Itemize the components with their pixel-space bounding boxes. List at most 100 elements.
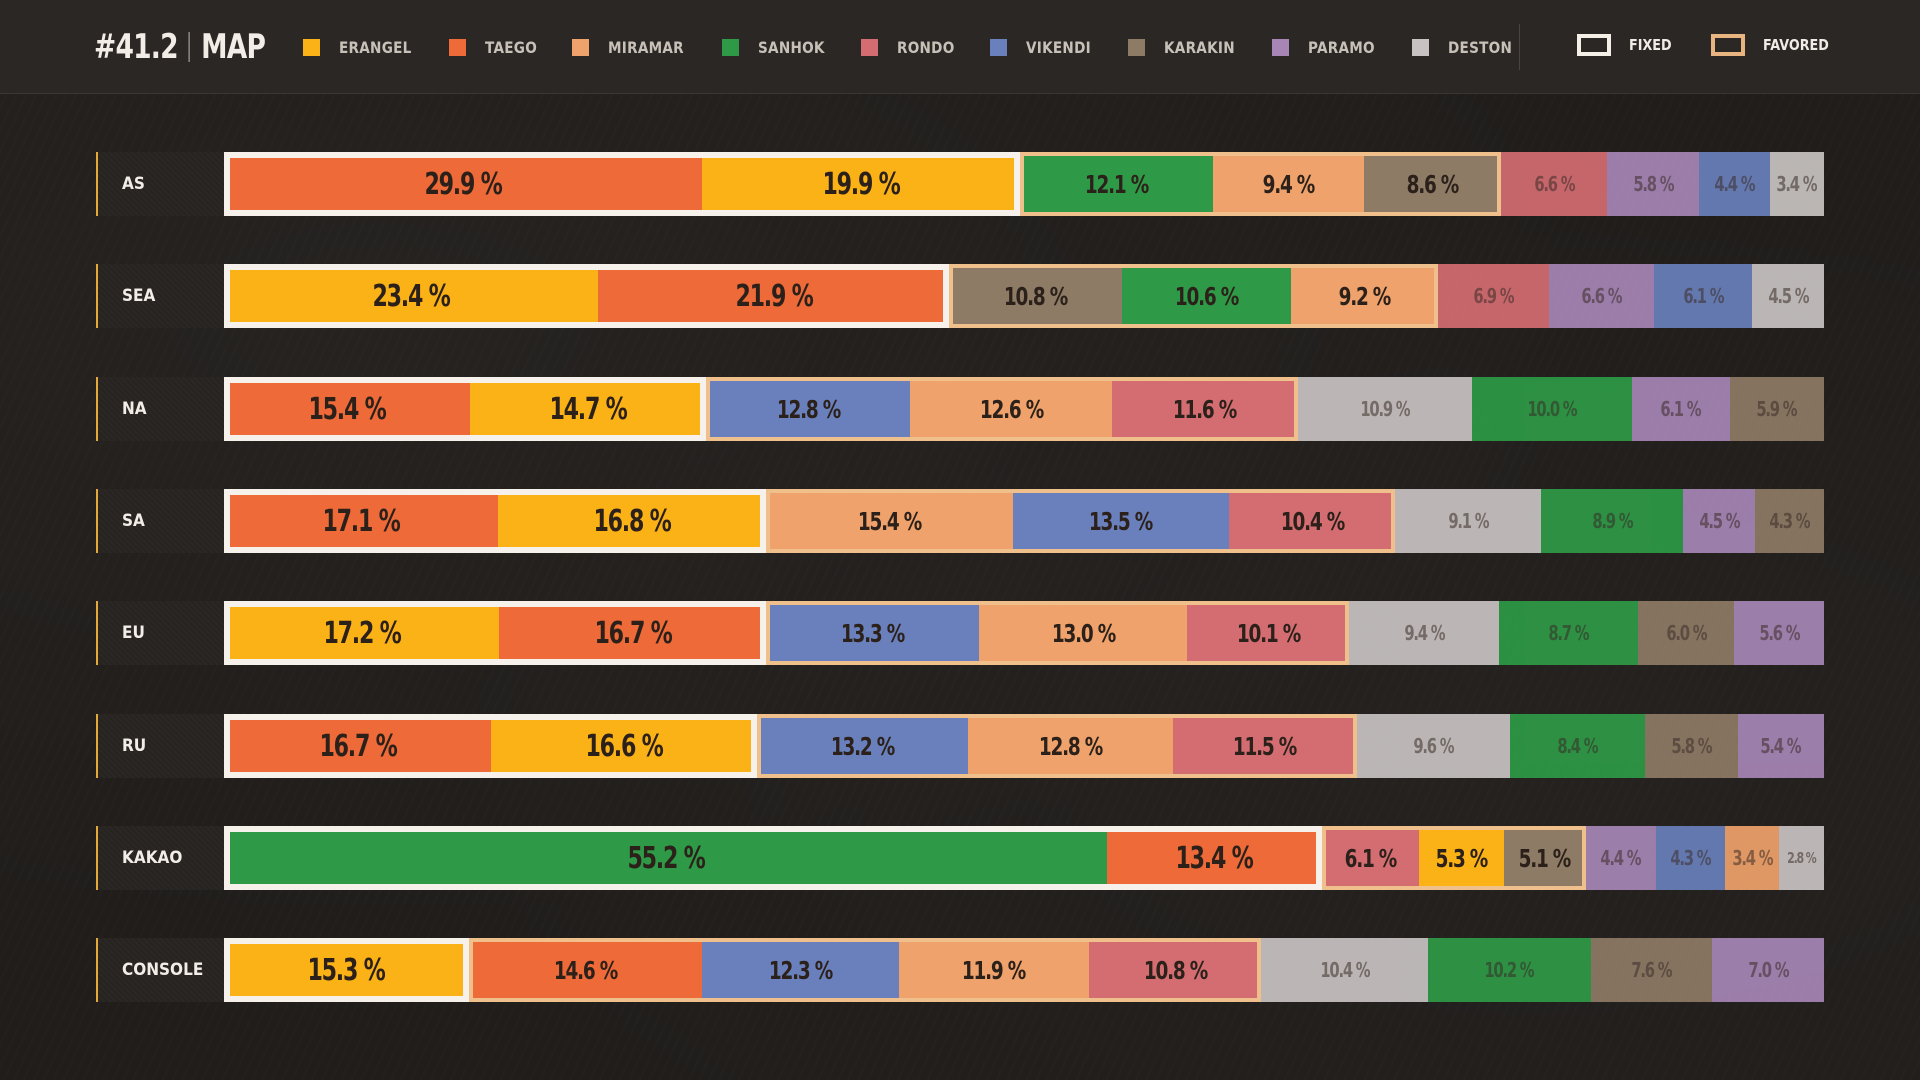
segment-value-label: 5.8 % (1671, 734, 1712, 758)
bar-segment-sa-erangel: 16.8 % (497, 489, 767, 553)
bar-segment-eu-paramo: 5.6 % (1734, 601, 1824, 665)
legend-swatch-deston (1411, 38, 1429, 56)
segment-value-label: 8.6 % (1406, 169, 1460, 199)
bar-segment-eu-rondo: 10.1 % (1187, 601, 1349, 665)
bar-segment-console-rondo: 10.8 % (1088, 938, 1262, 1002)
legend-label-paramo: PARAMO (1307, 37, 1375, 57)
bar-segment-ru-erangel: 16.6 % (491, 714, 757, 778)
legend-swatch-miramar (571, 38, 589, 56)
bar-segment-sa-vikendi: 13.5 % (1012, 489, 1229, 553)
segment-value-label: 13.5 % (1089, 506, 1153, 536)
segment-value-label: 13.0 % (1051, 618, 1116, 648)
bar-segment-eu-sanhok: 8.7 % (1499, 601, 1639, 665)
region-label-sea: SEA (96, 264, 224, 328)
segment-value-label: 14.6 % (553, 955, 618, 985)
favored-key-swatch (1711, 34, 1745, 56)
region-label-text: KAKAO (122, 848, 183, 868)
segment-value-label: 5.8 % (1633, 172, 1674, 196)
title-word: MAP (201, 27, 266, 67)
bar-segment-console-sanhok: 10.2 % (1427, 938, 1591, 1002)
region-label-text: CONSOLE (122, 960, 204, 980)
legend-swatch-rondo (861, 38, 879, 56)
legend-swatch-karakin (1127, 38, 1145, 56)
legend-swatch-erangel (303, 38, 320, 56)
segment-value-label: 16.8 % (593, 503, 671, 539)
segment-value-label: 5.6 % (1759, 621, 1800, 645)
region-label-text: SEA (122, 286, 156, 306)
bar-segment-as-karakin: 8.6 % (1363, 152, 1502, 216)
legend-item-paramo: PARAMO (1271, 37, 1387, 57)
segment-value-label: 7.0 % (1748, 958, 1789, 982)
bar-segment-kakao-deston: 2.8 % (1779, 826, 1824, 890)
bar-segment-kakao-rondo: 6.1 % (1321, 826, 1420, 890)
segment-value-label: 11.6 % (1173, 394, 1237, 424)
bar-segment-as-taego: 29.9 % (224, 152, 702, 216)
segment-value-label: 8.4 % (1557, 734, 1599, 758)
bar-segment-sa-paramo: 4.5 % (1683, 489, 1756, 553)
segment-value-label: 9.4 % (1404, 621, 1445, 645)
bar-segment-as-miramar: 9.4 % (1213, 152, 1364, 216)
bar-segment-as-deston: 3.4 % (1769, 152, 1824, 216)
segment-value-label: 7.6 % (1631, 958, 1672, 982)
bar-segment-kakao-paramo: 4.4 % (1585, 826, 1656, 890)
legend-label-rondo: RONDO (897, 37, 955, 57)
bar-segment-sa-rondo: 10.4 % (1228, 489, 1396, 553)
legend-item-karakin: KARAKIN (1127, 38, 1247, 57)
bar-segment-kakao-erangel: 5.3 % (1419, 826, 1504, 890)
segment-value-label: 10.4 % (1319, 958, 1370, 982)
segment-value-label: 10.8 % (1003, 281, 1068, 311)
bar-segment-sa-miramar: 15.4 % (766, 489, 1013, 553)
bar-segment-kakao-miramar: 3.4 % (1724, 826, 1780, 890)
segment-value-label: 4.3 % (1769, 509, 1811, 533)
segment-value-label: 13.3 % (841, 618, 905, 648)
segment-value-label: 9.4 % (1262, 169, 1316, 199)
segment-value-label: 10.4 % (1280, 506, 1344, 536)
bar-segment-sa-deston: 9.1 % (1395, 489, 1541, 553)
bar-segment-ru-karakin: 5.8 % (1644, 714, 1738, 778)
legend-item-taego: TAEGO (449, 38, 546, 57)
segment-value-label: 16.6 % (585, 728, 663, 764)
region-label-ru: RU (96, 714, 224, 778)
region-label-as: AS (96, 152, 224, 216)
legend-swatch-sanhok (721, 38, 739, 56)
segment-value-label: 10.0 % (1527, 397, 1578, 421)
bar-segment-eu-karakin: 6.0 % (1638, 601, 1735, 665)
segment-value-label: 5.3 % (1435, 843, 1489, 873)
legend-label-erangel: ERANGEL (339, 37, 412, 57)
segment-value-label: 6.6 % (1533, 172, 1575, 196)
segment-value-label: 12.8 % (1038, 731, 1103, 761)
favored-key-label: FAVORED (1763, 36, 1829, 54)
bar-segment-na-deston: 10.9 % (1297, 377, 1472, 441)
segment-value-label: 4.5 % (1699, 509, 1740, 533)
segment-value-label: 5.9 % (1756, 397, 1798, 421)
segment-value-label: 5.4 % (1760, 734, 1802, 758)
region-label-text: SA (122, 511, 145, 531)
segment-value-label: 55.2 % (627, 840, 705, 876)
segment-value-label: 4.4 % (1600, 846, 1642, 870)
bar-segment-console-taego: 14.6 % (468, 938, 702, 1002)
bar-segment-as-sanhok: 12.1 % (1020, 152, 1214, 216)
bar-segment-ru-taego: 16.7 % (224, 714, 492, 778)
bar-segment-sea-vikendi: 6.1 % (1654, 264, 1752, 328)
region-label-text: EU (122, 623, 145, 643)
segment-value-label: 4.3 % (1670, 846, 1711, 870)
bar-segment-na-vikendi: 12.8 % (705, 377, 911, 441)
bar-segment-console-miramar: 11.9 % (898, 938, 1089, 1002)
segment-value-label: 6.6 % (1581, 284, 1623, 308)
legend-item-rondo: RONDO (861, 38, 965, 57)
region-label-sa: SA (96, 489, 224, 553)
bar-segment-na-erangel: 14.7 % (470, 377, 706, 441)
bar-segment-kakao-sanhok: 55.2 % (224, 826, 1108, 890)
legend-label-taego: TAEGO (485, 37, 538, 57)
bar-segment-ru-deston: 9.6 % (1356, 714, 1511, 778)
region-label-eu: EU (96, 601, 224, 665)
region-label-kakao: KAKAO (96, 826, 224, 890)
segment-value-label: 11.9 % (962, 955, 1026, 985)
bar-segment-sa-sanhok: 8.9 % (1540, 489, 1684, 553)
legend-item-deston: DESTON (1411, 38, 1523, 57)
legend-label-sanhok: SANHOK (757, 37, 825, 57)
bar-segment-na-miramar: 12.6 % (910, 377, 1112, 441)
region-label-console: CONSOLE (96, 938, 224, 1002)
segment-value-label: 3.4 % (1732, 846, 1773, 870)
segment-value-label: 11.5 % (1233, 731, 1297, 761)
